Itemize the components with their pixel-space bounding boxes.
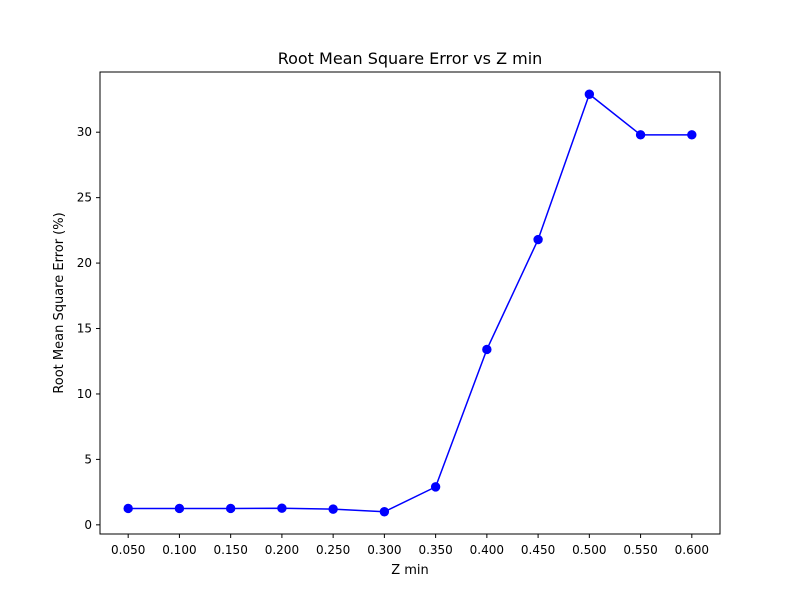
x-axis-label: Z min [391, 563, 429, 578]
data-point [123, 503, 133, 514]
y-axis-label: Root Mean Square Error (%) [52, 212, 67, 393]
data-point [482, 344, 492, 355]
data-point [277, 503, 287, 513]
x-tick-label: 0.400 [470, 543, 504, 557]
chart-title: Root Mean Square Error vs Z min [278, 49, 543, 68]
series-layer [123, 89, 697, 517]
y-tick-label: 10 [77, 387, 92, 401]
x-tick-label: 0.500 [572, 543, 606, 557]
x-tick-label: 0.250 [316, 543, 350, 557]
series-line [128, 93, 692, 513]
y-tick-label: 15 [77, 322, 92, 336]
x-tick-label: 0.150 [213, 543, 247, 557]
y-tick-label: 25 [77, 191, 92, 205]
data-point [635, 130, 646, 140]
x-axis-ticks: 0.050 0.100 0.150 0.200 0.250 0.300 0.350 0.400… [111, 534, 709, 557]
x-tick-label: 0.450 [521, 543, 555, 557]
data-point [533, 234, 543, 245]
y-tick-label: 0 [84, 518, 92, 532]
x-tick-label: 0.600 [675, 543, 709, 557]
y-axis-ticks: 0 5 10 15 20 25 30 [77, 125, 100, 532]
data-point [225, 503, 236, 514]
data-point [328, 504, 338, 514]
x-tick-label: 0.550 [623, 543, 657, 557]
data-point [174, 503, 185, 514]
data-point [584, 89, 595, 99]
x-tick-label: 0.100 [162, 543, 196, 557]
x-tick-label: 0.050 [111, 543, 145, 557]
y-tick-label: 20 [77, 256, 92, 270]
x-tick-label: 0.350 [418, 543, 452, 557]
x-tick-label: 0.200 [265, 543, 299, 557]
data-point [379, 507, 390, 517]
data-point [687, 130, 697, 140]
y-tick-label: 30 [77, 125, 92, 139]
data-point [430, 482, 441, 492]
x-tick-label: 0.300 [367, 543, 401, 557]
y-tick-label: 5 [84, 452, 92, 466]
plot-frame [99, 71, 721, 535]
